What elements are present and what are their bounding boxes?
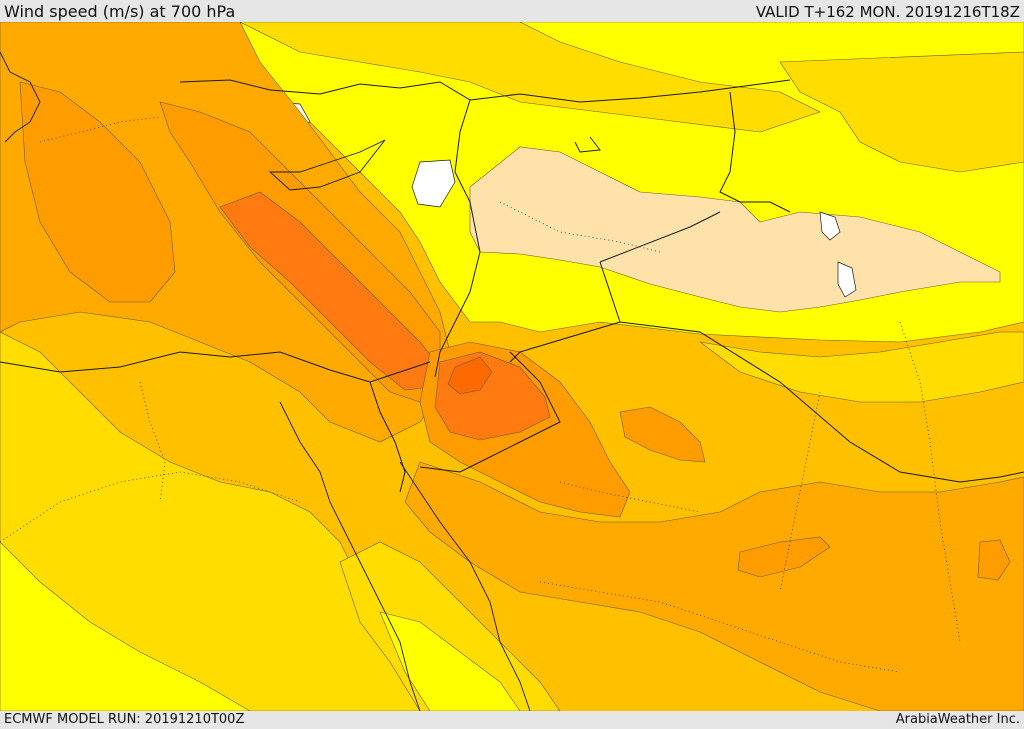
water-white-2 — [819, 211, 841, 241]
shading-yellow-gulf — [699, 331, 1024, 403]
credit-label: ArabiaWeather Inc. — [895, 712, 1020, 727]
shading-orange-west-oval — [19, 81, 176, 303]
shading-yellow-northeast — [779, 51, 1024, 173]
valid-time: VALID T+162 MON. 20191216T18Z — [755, 3, 1020, 21]
shading-darkest-east — [447, 356, 493, 395]
footer-bar: ECMWF MODEL RUN: 20191210T00Z ArabiaWeat… — [0, 711, 1024, 729]
internal-boundaries — [0, 116, 961, 673]
shading-lightest — [469, 146, 1001, 313]
coastlines — [0, 51, 601, 711]
shading-yellow-north — [239, 22, 821, 133]
water-white-3 — [837, 261, 857, 298]
wind-speed-map[interactable] — [0, 22, 1024, 711]
shading-yellow-redsea — [339, 541, 561, 711]
shading-orange-patch-1 — [619, 406, 706, 463]
shading-light-orange-south — [404, 461, 1024, 711]
shading-orange-patch-2 — [737, 536, 831, 578]
map-title: Wind speed (m/s) at 700 hPa — [4, 2, 236, 21]
shading-bright-yellow-sw — [0, 541, 251, 711]
model-run-label: ECMWF MODEL RUN: 20191210T00Z — [4, 712, 245, 727]
header-bar: Wind speed (m/s) at 700 hPa VALID T+162 … — [0, 0, 1024, 22]
water-white-1 — [411, 159, 456, 208]
country-borders — [0, 79, 1024, 493]
shading-orange-patch-3 — [977, 539, 1011, 581]
